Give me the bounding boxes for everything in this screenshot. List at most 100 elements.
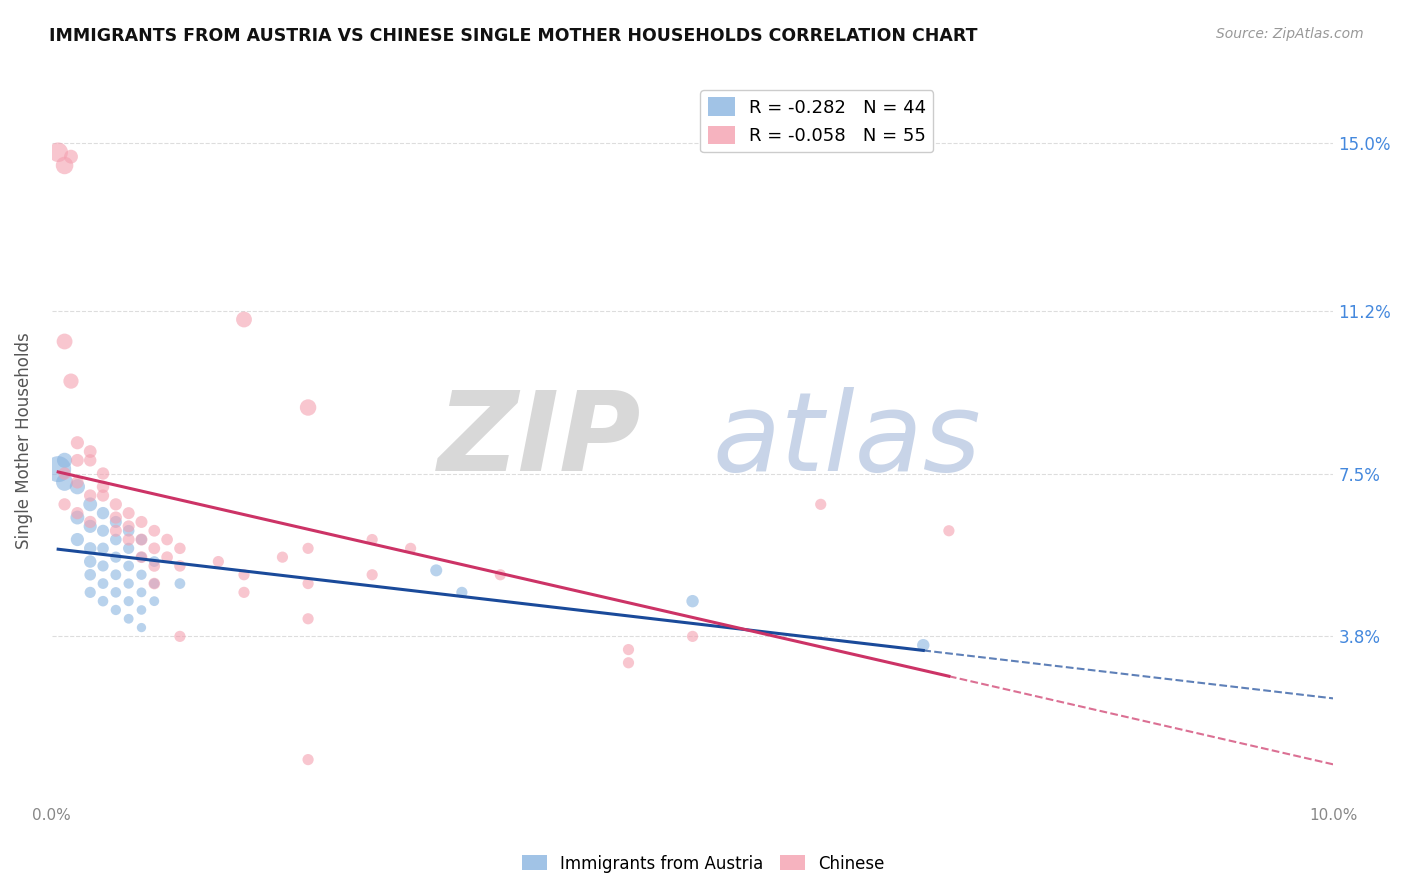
Point xyxy=(104,515,127,529)
Point xyxy=(79,585,101,599)
Point xyxy=(91,576,114,591)
Point xyxy=(143,555,166,569)
Point xyxy=(104,510,127,524)
Point xyxy=(682,594,704,608)
Point xyxy=(59,150,82,164)
Legend: R = -0.282   N = 44, R = -0.058   N = 55: R = -0.282 N = 44, R = -0.058 N = 55 xyxy=(700,90,934,153)
Point xyxy=(104,603,127,617)
Text: Source: ZipAtlas.com: Source: ZipAtlas.com xyxy=(1216,27,1364,41)
Y-axis label: Single Mother Households: Single Mother Households xyxy=(15,332,32,549)
Point xyxy=(361,533,384,547)
Point xyxy=(169,629,191,643)
Point xyxy=(271,550,294,565)
Point xyxy=(53,497,76,511)
Point xyxy=(233,312,256,326)
Point xyxy=(117,594,139,608)
Point xyxy=(143,541,166,556)
Point xyxy=(451,585,474,599)
Point xyxy=(143,558,166,573)
Point xyxy=(59,374,82,388)
Point xyxy=(399,541,422,556)
Point xyxy=(297,612,319,626)
Point xyxy=(91,489,114,503)
Point xyxy=(617,656,640,670)
Point xyxy=(169,558,191,573)
Point xyxy=(66,506,89,520)
Point xyxy=(91,524,114,538)
Point xyxy=(117,533,139,547)
Point xyxy=(91,558,114,573)
Point xyxy=(131,585,153,599)
Point xyxy=(79,555,101,569)
Point xyxy=(682,629,704,643)
Point xyxy=(66,480,89,494)
Point xyxy=(361,567,384,582)
Point xyxy=(66,533,89,547)
Point xyxy=(79,497,101,511)
Legend: Immigrants from Austria, Chinese: Immigrants from Austria, Chinese xyxy=(515,848,891,880)
Point xyxy=(131,550,153,565)
Point xyxy=(79,541,101,556)
Point xyxy=(143,576,166,591)
Point xyxy=(91,541,114,556)
Point xyxy=(79,519,101,533)
Point xyxy=(938,524,960,538)
Point xyxy=(207,555,229,569)
Point xyxy=(79,489,101,503)
Text: ZIP: ZIP xyxy=(437,387,641,494)
Point xyxy=(46,462,69,476)
Point xyxy=(66,453,89,467)
Point xyxy=(169,541,191,556)
Point xyxy=(79,453,101,467)
Point xyxy=(117,612,139,626)
Point xyxy=(53,467,76,481)
Point xyxy=(66,435,89,450)
Point xyxy=(131,550,153,565)
Point xyxy=(46,145,69,160)
Point xyxy=(131,603,153,617)
Point xyxy=(912,638,935,652)
Point xyxy=(104,550,127,565)
Point xyxy=(489,567,512,582)
Point xyxy=(156,550,179,565)
Point xyxy=(104,524,127,538)
Point xyxy=(91,594,114,608)
Point xyxy=(53,334,76,349)
Point xyxy=(79,567,101,582)
Point xyxy=(53,158,76,172)
Point xyxy=(117,506,139,520)
Point xyxy=(233,585,256,599)
Point xyxy=(117,576,139,591)
Point xyxy=(233,567,256,582)
Point xyxy=(117,541,139,556)
Point xyxy=(131,515,153,529)
Point xyxy=(143,594,166,608)
Point xyxy=(169,576,191,591)
Point xyxy=(131,567,153,582)
Point xyxy=(131,533,153,547)
Point xyxy=(810,497,832,511)
Point xyxy=(79,444,101,458)
Point xyxy=(617,642,640,657)
Point xyxy=(91,467,114,481)
Point xyxy=(53,475,76,490)
Point xyxy=(53,453,76,467)
Text: atlas: atlas xyxy=(711,387,980,494)
Point xyxy=(131,533,153,547)
Point xyxy=(297,753,319,767)
Point xyxy=(156,533,179,547)
Point xyxy=(425,563,447,577)
Point xyxy=(143,524,166,538)
Point xyxy=(79,515,101,529)
Point xyxy=(66,475,89,490)
Point xyxy=(104,585,127,599)
Point xyxy=(143,576,166,591)
Point xyxy=(117,519,139,533)
Point xyxy=(91,480,114,494)
Point xyxy=(91,506,114,520)
Point xyxy=(104,567,127,582)
Point xyxy=(131,621,153,635)
Point xyxy=(117,524,139,538)
Point xyxy=(297,401,319,415)
Point xyxy=(66,510,89,524)
